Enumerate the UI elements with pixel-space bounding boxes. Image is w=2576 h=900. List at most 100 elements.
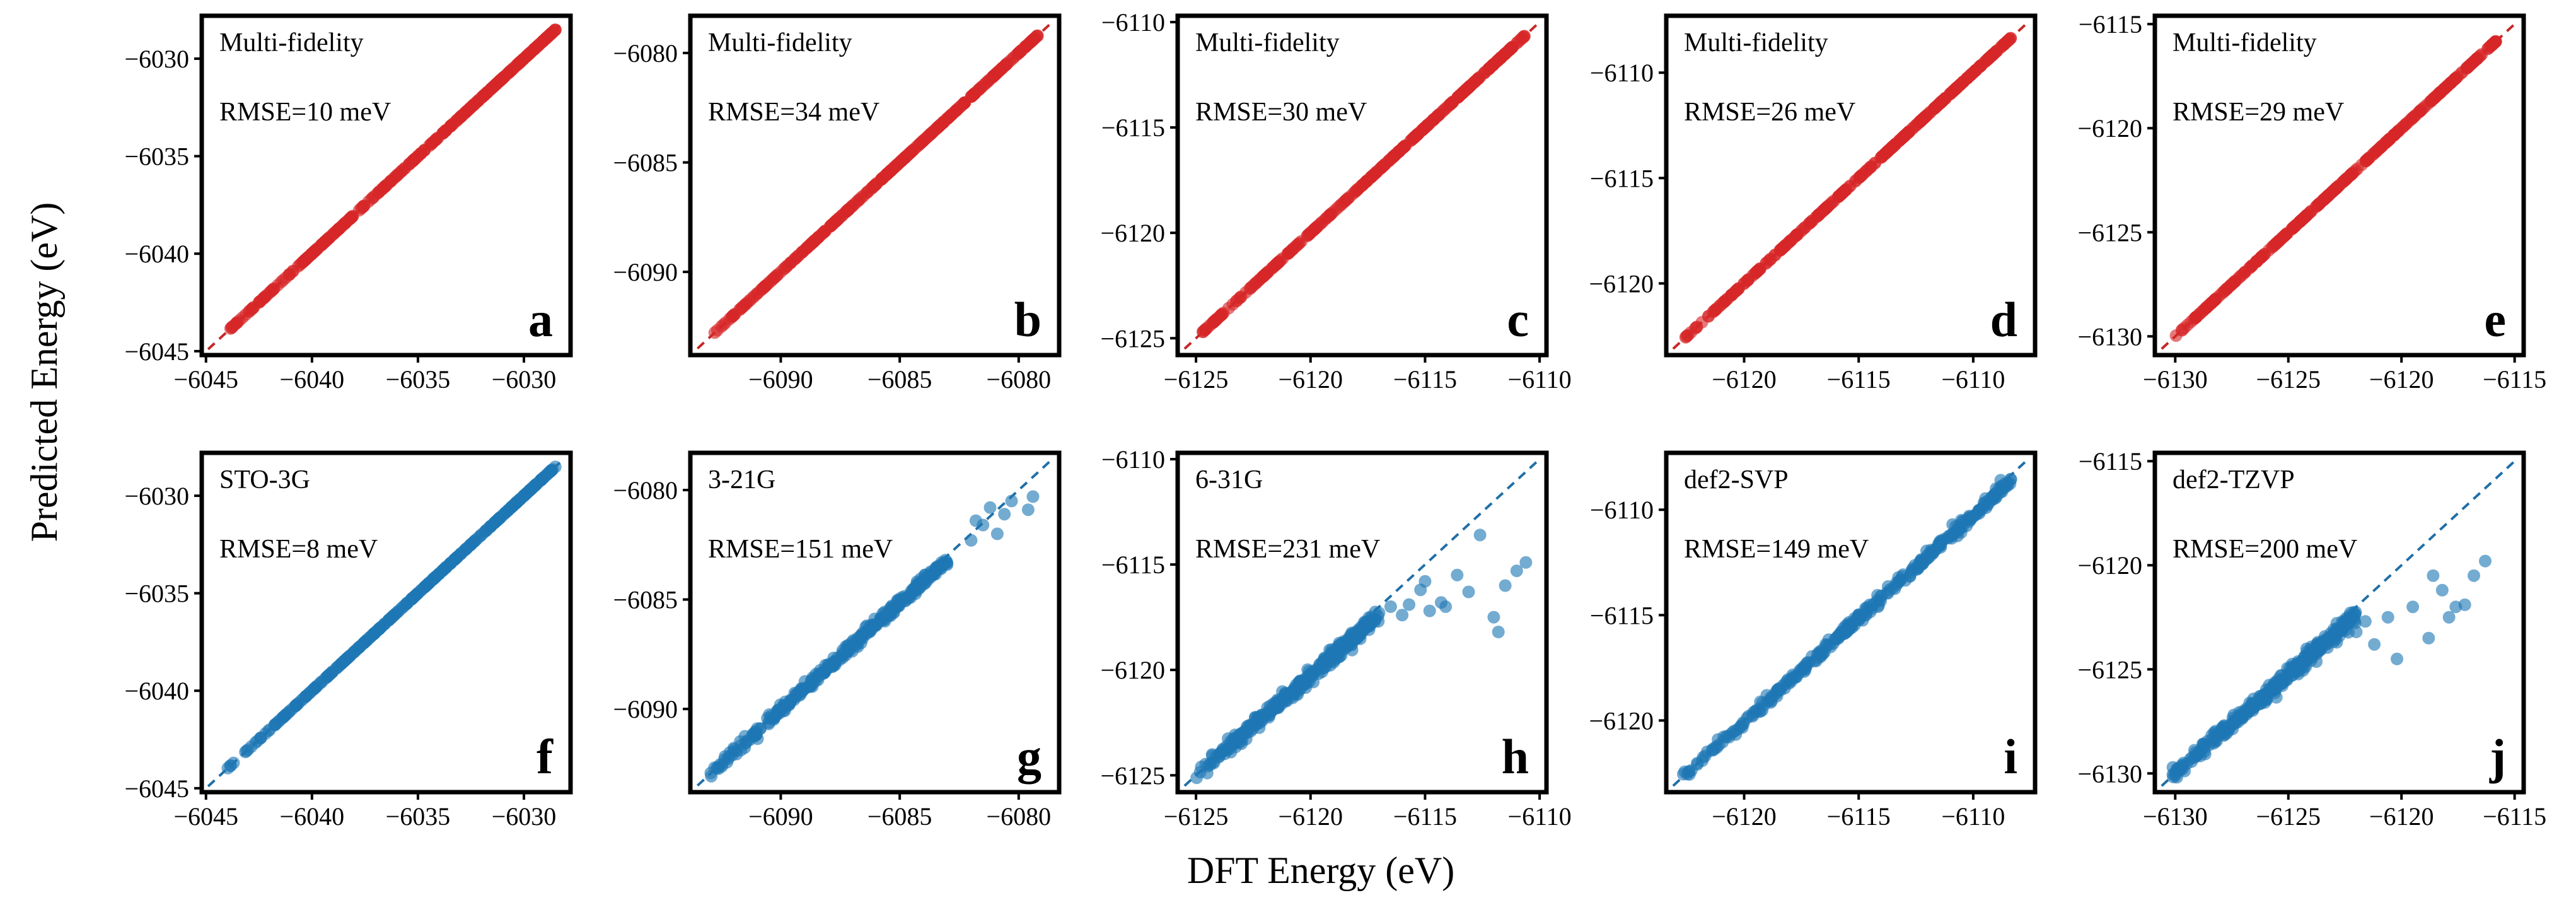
panel-b-point [1024,35,1038,48]
panel-g-point [965,534,978,547]
panel-g-x-tick-label: −6085 [867,802,932,831]
panel-e-point [2340,172,2353,185]
panel-a-letter: a [528,292,553,347]
panel-c-x-tick-label: −6115 [1393,365,1457,394]
panel-h-point [1333,636,1346,650]
panel-b-point [723,312,736,325]
panel-f-point [347,646,361,658]
panel-j-y-tick-label: −6130 [2077,759,2142,788]
panel-d-x-tick-label: −6115 [1827,365,1891,394]
panel-j-point [2427,569,2440,582]
panel-j-point [2275,674,2288,687]
panel-j-point [2336,624,2348,637]
panel-c-point [1243,283,1256,295]
panel-b-point [889,160,902,173]
panel-h-point [1462,585,1475,599]
panel-i-point [1962,511,1975,525]
panel-j-point [2358,615,2372,628]
panel-h-point [1272,699,1285,713]
panel-e-point [2239,266,2251,279]
panel-j-point [2254,692,2268,705]
panel-g-frame [688,450,1062,795]
panel-h-y-tick-label: −6115 [1101,551,1165,579]
panel-d-point [1749,266,1762,279]
panel-j-point [2263,684,2276,697]
panel-i-letter: i [2004,729,2017,784]
panel-h-title: 6-31G [1195,465,1263,494]
panel-a-point [352,204,366,217]
panel-e-x-tick-label: −6125 [2256,365,2321,394]
panels: −6045 −6040 −6035 −6030 −6045 −6040 −6035 −6030… [124,8,2546,831]
panel-i-point [1978,499,1992,512]
panel-h-x-tick-label: −6125 [1164,802,1229,831]
panel-h-point [1451,568,1464,581]
panel-f-point [254,731,267,744]
panel-g-y-tick-label: −6085 [613,586,678,614]
panel-j-title: def2-TZVP [2173,465,2295,494]
panel-a-rmse: RMSE=10 meV [219,98,391,127]
panel-g-point [1005,494,1018,508]
panel-j-point [2174,760,2188,773]
panel-d-point [1716,296,1729,310]
panel-g-title: 3-21G [708,465,775,494]
panel-h-frame [1175,450,1549,795]
panel-g-point [801,681,815,694]
panel-j-x-tick-label: −6115 [2483,802,2546,831]
panel-h-letter: h [1502,729,1529,784]
panel-i-point [1696,754,1709,767]
panel-c-point [1407,131,1420,144]
panel-f-point [320,670,334,684]
panel-e-point [2361,153,2374,166]
panel-e-point [2181,319,2194,332]
panel-c-y-tick-label: −6110 [1101,8,1165,37]
panel-g-point [750,728,763,741]
panel-a-point [520,50,533,63]
panel-i-point [1874,594,1888,607]
panel-a-point [475,91,489,104]
panel-c-point [1198,323,1212,336]
panel-e-y-tick-label: −6125 [2077,218,2142,247]
panel-i: −6120 −6115 −6110 −6120 −6115 −6110 def2-SVP RM… [1589,450,2038,831]
panel-c-point [1292,237,1305,250]
panel-b-point [915,136,928,149]
panel-a-point [225,321,238,334]
panel-b-point [790,251,803,264]
panel-i-point [1994,474,2007,487]
panel-i-points [1677,472,2017,781]
panel-b-point [902,148,915,161]
panel-d-x-tick-label: −6120 [1712,365,1777,394]
panel-f-y-tick-label: −6030 [124,482,189,510]
panel-f-point [269,718,282,732]
panel-d-point [1986,49,1999,62]
panel-g-rmse: RMSE=151 meV [708,535,893,564]
panel-f-x-tick-label: −6040 [280,802,345,831]
panel-e-frame [2152,13,2526,358]
panel-f-letter: f [537,729,554,784]
panel-f-x-tick-label: −6045 [173,802,238,831]
panel-d-point [1839,184,1852,197]
panel-h-y-tick-label: −6110 [1101,445,1165,474]
panel-h-point [1212,751,1225,764]
panel-a-point [279,271,293,284]
y-axis-title: Predicted Energy (eV) [23,202,65,542]
panel-i-x-tick-label: −6115 [1827,802,1891,831]
panel-i-point [1822,633,1835,646]
panel-b-rmse: RMSE=34 meV [708,98,879,127]
panel-d-point [1690,320,1703,334]
panel-b-point [841,204,854,217]
panel-a-point [484,83,497,96]
panel-a-point [253,295,267,308]
panel-h-point [1510,564,1523,578]
panel-f-point [464,538,477,551]
panel-g-point [869,619,881,633]
panel-d-point [1738,277,1751,290]
panel-c-point [1230,294,1243,307]
panel-h-point [1299,672,1312,685]
panel-b-point [736,300,749,313]
panel-i-point [1835,626,1848,639]
panel-g-point [878,613,891,626]
panel-f-point [511,495,524,508]
panel-b-points [708,29,1044,339]
panel-f-point [438,562,451,575]
